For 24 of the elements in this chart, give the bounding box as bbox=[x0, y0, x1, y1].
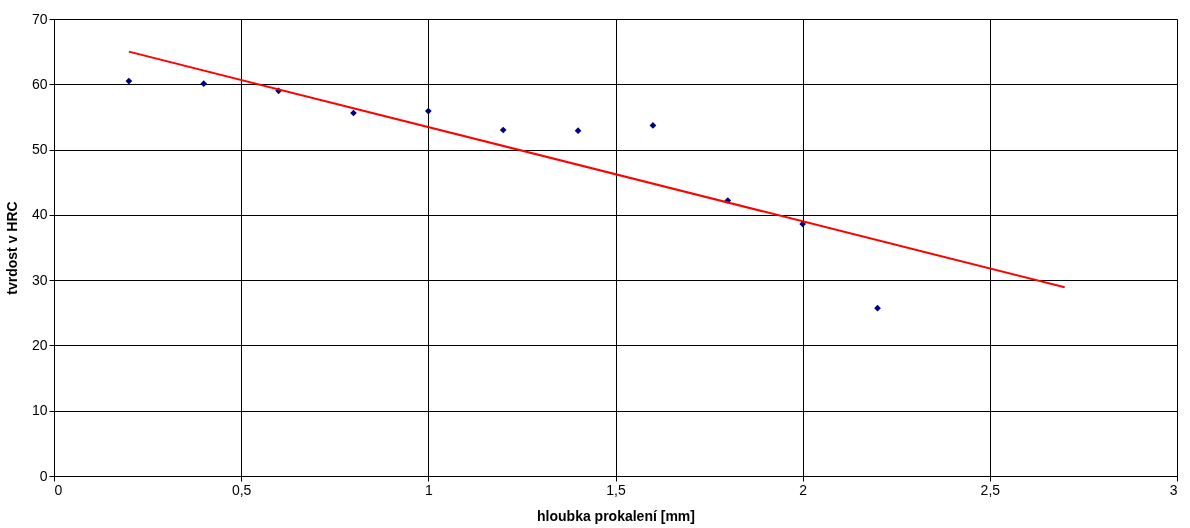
point bbox=[649, 122, 657, 129]
point bbox=[499, 126, 507, 134]
y-tick-label: 10 bbox=[31, 402, 48, 419]
y-tick-label: 40 bbox=[31, 206, 48, 223]
x-tick-label: 1,5 bbox=[606, 481, 626, 498]
point bbox=[874, 304, 881, 312]
y-tick-label: 60 bbox=[31, 75, 48, 92]
x-tick-label: 1 bbox=[424, 481, 433, 498]
y-axis-title: tvrdost v HRC bbox=[3, 201, 20, 295]
x-tick-label: 0,5 bbox=[231, 481, 252, 498]
x-axis-title: hloubka prokalení [mm] bbox=[537, 507, 695, 524]
x-tick-label: 0 bbox=[54, 481, 63, 498]
x-tick-label: 2 bbox=[799, 481, 808, 498]
x-tick-label: 2,5 bbox=[980, 481, 1001, 498]
y-tick-label: 50 bbox=[31, 141, 48, 158]
y-tick-label: 20 bbox=[31, 336, 48, 353]
x-tick-label: 3 bbox=[1169, 481, 1178, 498]
point bbox=[424, 107, 432, 115]
y-tick-label: 0 bbox=[39, 467, 48, 484]
point bbox=[125, 77, 133, 85]
point bbox=[200, 80, 208, 87]
y-tick-label: 30 bbox=[31, 271, 48, 288]
y-tick-label: 70 bbox=[31, 10, 48, 27]
point bbox=[574, 127, 582, 134]
